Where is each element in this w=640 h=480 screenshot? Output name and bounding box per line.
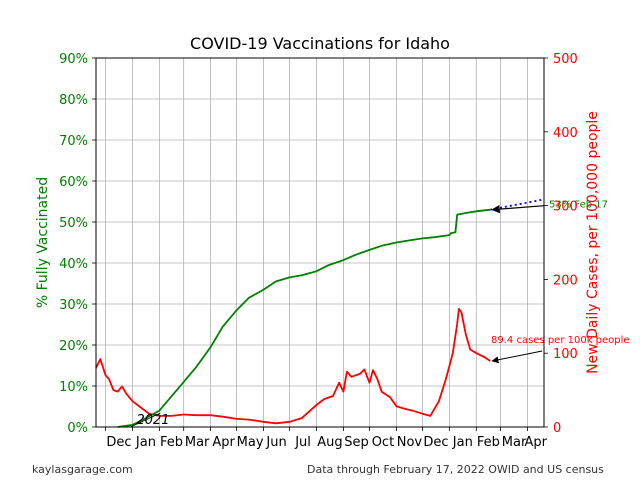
right-axis-label: New Daily Cases, per 100,000 people [585,111,601,374]
series-projection [490,198,545,211]
x-tick-label: Jun [265,435,286,450]
x-tick-label: Nov [397,435,423,450]
y-right-tick-label: 100 [553,347,578,362]
x-tick-label: Mar [502,435,527,450]
x-tick-label: Jan [135,435,156,450]
y-right-tick-label: 300 [553,200,578,215]
y-left-tick-label: 80% [59,93,88,108]
y-left-tick-label: 20% [59,339,88,354]
y-left-tick-label: 50% [59,216,88,231]
vaccination-endpoint-label: 53% Feb 17 [549,200,608,211]
y-left-tick-label: 0% [67,421,88,436]
y-right-tick-label: 400 [553,126,578,141]
vaccination-arrow [491,204,545,214]
footer-data-note: Data through February 17, 2022 OWID and … [307,463,604,476]
year-marker-line [130,412,161,428]
y-left-tick-label: 90% [59,52,88,67]
axis-ticks: Dec Jan Feb Mar Apr May Jun Jul Aug Sep Oct Nov Dec J… [59,52,578,450]
x-tick-label: Dec [423,435,448,450]
x-tick-label: May [237,435,264,450]
x-tick-label: Dec [106,435,131,450]
plot-frame [95,57,545,428]
y-left-tick-label: 10% [59,380,88,395]
y-left-tick-label: 60% [59,175,88,190]
x-tick-label: Jan [452,435,473,450]
x-tick-label: Mar [185,435,210,450]
x-tick-label: Sep [344,435,369,450]
footer-source: kaylasgarage.com [32,463,133,476]
y-right-tick-label: 500 [553,52,578,67]
x-tick-label: Jul [294,435,311,450]
x-tick-label: Oct [372,435,394,450]
x-tick-label: Apr [212,435,235,450]
cases-endpoint-label: 89.4 cases per 100k people [491,335,630,346]
y-right-tick-label: 0 [553,421,561,436]
y-left-tick-label: 70% [59,134,88,149]
year-label: 2021 [136,413,169,428]
series-fully-vaccinated [117,208,491,428]
cases-arrow [491,350,543,364]
y-right-tick-label: 200 [553,273,578,288]
series-layer [95,198,545,428]
series-new-daily-cases [95,307,491,425]
x-tick-label: Feb [477,435,500,450]
y-left-tick-label: 40% [59,257,88,272]
left-axis-label: % Fully Vaccinated [35,177,51,308]
y-left-tick-label: 30% [59,298,88,313]
chart-title: COVID-19 Vaccinations for Idaho [190,34,450,53]
x-tick-label: Apr [525,435,548,450]
annotation-layer: 2021 53% Feb 17 89.4 cases per 100k people [130,200,630,428]
x-tick-label: Feb [160,435,183,450]
x-tick-label: Aug [317,435,342,450]
